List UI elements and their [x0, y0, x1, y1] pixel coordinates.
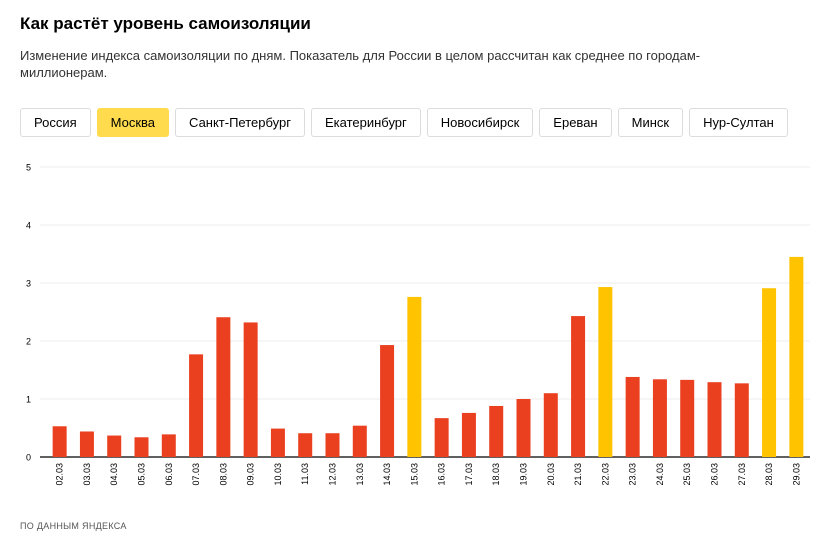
bar[interactable] — [652, 379, 667, 457]
bar[interactable] — [734, 383, 749, 457]
tab-saint-petersburg[interactable]: Санкт-Петербург — [175, 108, 305, 137]
bar[interactable] — [216, 317, 231, 457]
bar[interactable] — [134, 437, 149, 457]
x-tick-label: 10.03 — [273, 463, 283, 486]
x-tick-label: 20.03 — [546, 463, 556, 486]
bar[interactable] — [79, 431, 94, 457]
x-tick-label: 16.03 — [437, 463, 447, 486]
x-tick-label: 11.03 — [300, 463, 310, 485]
bar[interactable] — [380, 345, 395, 457]
bar[interactable] — [707, 382, 722, 457]
y-tick-label: 0 — [26, 453, 31, 463]
x-tick-label: 13.03 — [355, 463, 365, 486]
x-tick-label: 09.03 — [246, 463, 256, 486]
bar[interactable] — [543, 393, 558, 457]
x-tick-label: 07.03 — [191, 463, 201, 486]
tab-yerevan[interactable]: Ереван — [539, 108, 612, 137]
y-axis-ticks: 0 1 2 3 4 5 — [26, 163, 31, 463]
bar[interactable] — [161, 434, 176, 457]
x-tick-label: 26.03 — [710, 463, 720, 486]
bar[interactable] — [461, 412, 476, 457]
bar[interactable] — [489, 405, 504, 457]
tab-moscow[interactable]: Москва — [96, 108, 170, 137]
x-tick-label: 14.03 — [382, 463, 392, 486]
x-tick-label: 19.03 — [519, 463, 529, 486]
tab-novosibirsk[interactable]: Новосибирск — [426, 108, 534, 137]
x-tick-label: 03.03 — [82, 463, 92, 486]
bar[interactable] — [625, 376, 640, 457]
bar[interactable] — [52, 426, 67, 457]
bar[interactable] — [680, 379, 695, 457]
y-tick-label: 2 — [26, 337, 31, 347]
bar[interactable] — [352, 425, 367, 457]
bar[interactable] — [298, 433, 313, 457]
bar[interactable] — [243, 322, 258, 457]
bar[interactable] — [598, 287, 613, 457]
x-tick-label: 02.03 — [55, 463, 65, 486]
x-tick-label: 06.03 — [164, 463, 174, 486]
bars — [52, 256, 804, 457]
x-tick-label: 08.03 — [218, 463, 228, 486]
x-tick-label: 21.03 — [573, 463, 583, 486]
bar[interactable] — [107, 435, 122, 457]
bar[interactable] — [325, 433, 340, 457]
bar[interactable] — [189, 354, 204, 457]
bar[interactable] — [789, 256, 804, 457]
tab-russia[interactable]: Россия — [20, 108, 91, 137]
grid-lines — [40, 166, 810, 458]
x-tick-label: 27.03 — [737, 463, 747, 486]
y-tick-label: 1 — [26, 395, 31, 405]
bar[interactable] — [571, 316, 586, 457]
x-tick-label: 17.03 — [464, 463, 474, 486]
bar[interactable] — [407, 296, 422, 457]
x-tick-label: 28.03 — [764, 463, 774, 486]
x-tick-label: 25.03 — [682, 463, 692, 486]
y-tick-label: 5 — [26, 163, 31, 173]
tab-yekaterinburg[interactable]: Екатеринбург — [311, 108, 421, 137]
x-tick-label: 22.03 — [600, 463, 610, 486]
x-axis-ticks: 02.03 03.03 04.03 05.03 06.03 07.03 08.03 09.03… — [55, 463, 802, 486]
y-tick-label: 3 — [26, 279, 31, 289]
tab-minsk[interactable]: Минск — [617, 108, 684, 137]
bar[interactable] — [434, 418, 449, 457]
bar[interactable] — [762, 288, 777, 457]
source-note: ПО ДАННЫМ ЯНДЕКСА — [20, 521, 127, 531]
x-tick-label: 18.03 — [491, 463, 501, 486]
x-tick-label: 23.03 — [628, 463, 638, 486]
x-tick-label: 15.03 — [409, 463, 419, 486]
x-tick-label: 12.03 — [328, 463, 338, 486]
bar-chart: 0 1 2 3 4 5 02.03 03.03 04.03 05.03 06.03 07.03 08.… — [26, 163, 810, 486]
x-tick-label: 04.03 — [109, 463, 119, 486]
city-tabs: Россия Москва Санкт-Петербург Екатеринбу… — [20, 108, 788, 137]
x-tick-label: 24.03 — [655, 463, 665, 486]
tab-nur-sultan[interactable]: Нур-Султан — [689, 108, 788, 137]
y-tick-label: 4 — [26, 221, 31, 231]
chart-title: Как растёт уровень самоизоляции — [20, 14, 311, 33]
x-tick-label: 29.03 — [791, 463, 801, 486]
bar[interactable] — [516, 399, 531, 457]
bar[interactable] — [270, 428, 285, 457]
chart-subtitle: Изменение индекса самоизоляции по дням. … — [20, 48, 701, 80]
x-tick-label: 05.03 — [137, 463, 147, 486]
